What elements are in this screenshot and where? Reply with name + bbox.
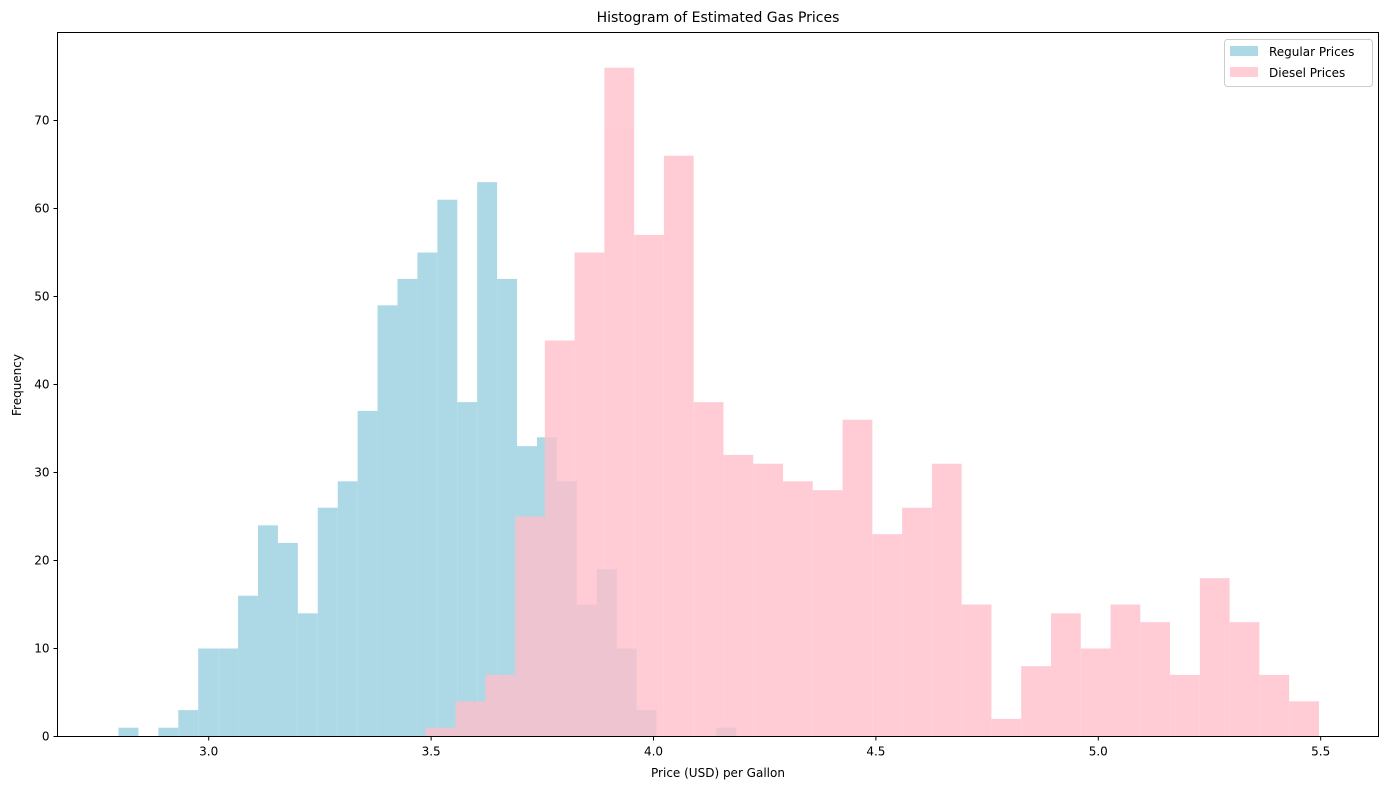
histogram-bar (497, 278, 518, 737)
histogram-bar (357, 410, 378, 737)
histogram-bar (991, 718, 1022, 737)
histogram-bar (218, 648, 239, 737)
histogram-bar (397, 278, 418, 737)
histogram-bar (377, 305, 398, 737)
histogram-bar (1259, 674, 1290, 737)
series-1-bars (425, 67, 1319, 737)
histogram-bar (842, 419, 873, 737)
histogram-bar (118, 727, 139, 737)
histogram-bar (485, 674, 516, 737)
bars-layer (118, 67, 1319, 737)
y-tick-label: 60 (34, 202, 49, 216)
histogram-bar (437, 199, 458, 737)
histogram-bar (753, 463, 784, 737)
legend: Regular Prices Diesel Prices (1224, 39, 1373, 87)
histogram-bar (872, 534, 903, 737)
histogram-bar (417, 252, 438, 737)
legend-label-regular: Regular Prices (1269, 45, 1354, 59)
histogram-bar (812, 490, 843, 737)
histogram-bar (258, 525, 278, 737)
legend-label-diesel: Diesel Prices (1269, 66, 1345, 80)
y-tick-label: 70 (34, 114, 49, 128)
y-tick-label: 50 (34, 290, 49, 304)
histogram-bar (178, 710, 199, 737)
y-tick-label: 40 (34, 378, 49, 392)
histogram-bar (1229, 622, 1260, 737)
histogram-bar (337, 481, 358, 737)
histogram-bar (238, 595, 259, 737)
y-tick-label: 10 (34, 642, 49, 656)
histogram-bar (634, 234, 664, 737)
x-tick-label: 3.0 (199, 745, 218, 759)
histogram-bar (425, 727, 456, 737)
histogram-bar (693, 402, 724, 737)
y-tick-label: 30 (34, 466, 49, 480)
x-axis-label: Price (USD) per Gallon (651, 766, 785, 780)
histogram-bar (1110, 604, 1141, 737)
y-tick-label: 20 (34, 554, 49, 568)
histogram-bar (783, 481, 813, 737)
histogram-bar (574, 252, 605, 737)
histogram-bar (477, 182, 498, 737)
histogram-bar (1289, 701, 1319, 737)
histogram-bar (1170, 674, 1200, 737)
histogram-bar (1021, 666, 1051, 737)
histogram-bar (277, 542, 298, 737)
x-axis-ticks: 3.0 3.5 4.0 4.5 5.0 5.5 (199, 736, 1330, 759)
x-tick-label: 4.0 (644, 745, 663, 759)
histogram-bar (931, 463, 962, 737)
histogram-bar (961, 604, 992, 737)
legend-swatch-regular (1230, 46, 1258, 56)
legend-swatch-diesel (1230, 67, 1258, 77)
legend-box (1224, 39, 1373, 87)
histogram-bar (723, 454, 754, 737)
histogram-bar (902, 507, 932, 737)
y-axis-ticks: 0 10 20 30 40 50 60 70 (34, 114, 58, 744)
histogram-bar (158, 727, 179, 737)
histogram-bar (1140, 622, 1171, 737)
histogram-bar (663, 155, 694, 737)
x-tick-label: 3.5 (422, 745, 441, 759)
x-tick-label: 4.5 (866, 745, 885, 759)
histogram-bar (297, 613, 318, 737)
histogram-bar (604, 67, 635, 737)
histogram-bar (198, 648, 219, 737)
histogram-bar (1199, 578, 1230, 737)
histogram-bar (455, 701, 486, 737)
histogram-bar (1080, 648, 1111, 737)
chart-title: Histogram of Estimated Gas Prices (597, 10, 840, 26)
x-tick-label: 5.0 (1089, 745, 1108, 759)
y-tick-label: 0 (42, 730, 50, 744)
y-axis-label: Frequency (10, 354, 24, 416)
histogram-bar (544, 340, 575, 737)
histogram-bar (1050, 613, 1081, 737)
histogram-bar (457, 402, 478, 737)
x-tick-label: 5.5 (1311, 745, 1330, 759)
histogram-bar (317, 507, 338, 737)
histogram-bar (515, 516, 545, 737)
